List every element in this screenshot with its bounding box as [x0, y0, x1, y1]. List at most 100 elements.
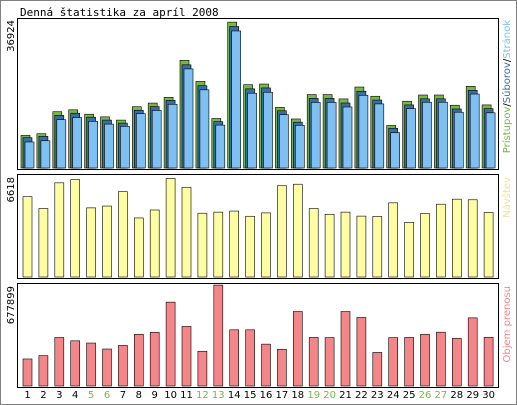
- chart-bars: [20, 21, 496, 387]
- hits-bar-Stránok-day-4: [72, 117, 82, 169]
- traffic-bar-Objem prenosu-day-11: [181, 326, 192, 387]
- visits-bar-Návštev-day-18: [292, 183, 303, 278]
- visits-bar-Návštev-day-16: [261, 212, 271, 278]
- visits-bar-Návštev-day-28: [451, 198, 462, 278]
- visits-bar-Návštev-day-15: [245, 215, 255, 278]
- x-tick-label-19: 19: [307, 390, 320, 401]
- traffic-bar-Objem prenosu-day-22: [356, 317, 367, 387]
- hits-bar-Stránok-day-20: [326, 102, 337, 169]
- hits-bar-Stránok-day-12: [199, 89, 210, 169]
- x-tick-label-23: 23: [371, 390, 384, 401]
- hits-bar-Stránok-day-19: [310, 102, 321, 169]
- chart-title: Denná štatistika za apríl 2008: [20, 6, 219, 19]
- legend-suborov: Súborov: [501, 62, 513, 103]
- x-tick-label-26: 26: [419, 390, 432, 401]
- traffic-bar-Objem prenosu-day-8: [134, 333, 144, 387]
- hits-bar-Stránok-day-6: [104, 123, 114, 169]
- x-tick-label-13: 13: [212, 390, 225, 401]
- x-tick-label-6: 6: [104, 390, 110, 401]
- x-tick-label-18: 18: [291, 390, 304, 401]
- hits-bar-Stránok-day-24: [390, 132, 401, 169]
- visits-bar-Návštev-day-10: [165, 178, 176, 278]
- hits-bar-Stránok-day-13: [215, 124, 226, 169]
- traffic-bar-Objem prenosu-day-10: [165, 301, 176, 387]
- x-tick-label-7: 7: [120, 390, 126, 401]
- visits-bar-Návštev-day-20: [324, 213, 335, 278]
- x-tick-label-16: 16: [260, 390, 273, 401]
- traffic-bar-Objem prenosu-day-16: [261, 343, 271, 387]
- hits-bar-Stránok-day-5: [88, 121, 98, 169]
- visits-bar-Návštev-day-13: [213, 211, 224, 278]
- traffic-bar-Objem prenosu-day-1: [22, 358, 33, 387]
- x-tick-label-15: 15: [244, 390, 257, 401]
- traffic-bar-Objem prenosu-day-15: [245, 329, 255, 387]
- traffic-bar-Objem prenosu-day-9: [149, 331, 160, 387]
- x-tick-label-5: 5: [88, 390, 94, 401]
- hits-bar-Stránok-day-11: [183, 68, 194, 169]
- visits-ymax-label: 6618: [6, 177, 17, 202]
- x-tick-label-24: 24: [387, 390, 400, 401]
- hits-bar-Stránok-day-7: [120, 126, 130, 169]
- traffic-bar-Objem prenosu-day-3: [54, 337, 65, 387]
- traffic-bar-Objem prenosu-day-29: [467, 317, 478, 387]
- hits-bar-Stránok-day-30: [485, 112, 496, 169]
- traffic-ymax-label: 677899: [6, 286, 17, 324]
- visits-bar-Návštev-day-3: [54, 182, 65, 278]
- traffic-panel-frame: [17, 283, 499, 388]
- visits-bar-Návštev-day-8: [134, 217, 144, 278]
- visits-bar-Návštev-day-19: [308, 208, 319, 278]
- x-tick-label-17: 17: [276, 390, 289, 401]
- visits-bar-Návštev-day-4: [70, 179, 80, 278]
- visits-bar-Návštev-day-14: [229, 210, 239, 278]
- x-tick-label-21: 21: [339, 390, 352, 401]
- hits-bar-Stránok-day-9: [151, 110, 162, 169]
- hits-bar-Stránok-day-22: [358, 94, 369, 169]
- visits-legend: Návštev: [501, 177, 513, 218]
- traffic-bar-Objem prenosu-day-30: [483, 336, 494, 387]
- hits-bar-Stránok-day-29: [469, 93, 480, 169]
- x-tick-label-28: 28: [450, 390, 463, 401]
- x-tick-label-2: 2: [40, 390, 46, 401]
- traffic-bar-Objem prenosu-day-7: [118, 345, 128, 387]
- visits-bar-Návštev-day-11: [181, 186, 192, 278]
- visits-bar-Návštev-day-30: [483, 212, 494, 278]
- x-tick-label-9: 9: [152, 390, 158, 401]
- visits-panel-frame: [17, 174, 499, 279]
- visits-bar-Návštev-day-27: [436, 203, 446, 278]
- traffic-bar-Objem prenosu-day-20: [324, 337, 335, 387]
- traffic-bar-Objem prenosu-day-5: [86, 342, 96, 387]
- hits-bar-Stránok-day-3: [56, 119, 67, 169]
- hits-bar-Stránok-day-26: [422, 101, 432, 169]
- visits-bar-Návštev-day-6: [102, 205, 112, 278]
- x-tick-label-12: 12: [196, 390, 209, 401]
- hits-bar-Stránok-day-14: [231, 30, 241, 169]
- traffic-bar-Objem prenosu-day-17: [277, 348, 287, 387]
- x-tick-label-20: 20: [323, 390, 336, 401]
- visits-bar-Návštev-day-22: [356, 215, 367, 278]
- traffic-bar-Objem prenosu-day-25: [404, 337, 414, 387]
- legend-sep-2: /: [502, 58, 513, 62]
- x-tick-label-22: 22: [355, 390, 368, 401]
- x-tick-label-11: 11: [180, 390, 193, 401]
- hits-bar-Stránok-day-23: [374, 103, 385, 169]
- traffic-bar-Objem prenosu-day-6: [102, 348, 112, 387]
- traffic-bar-Objem prenosu-day-14: [229, 329, 239, 387]
- legend-sep-1: /: [502, 103, 513, 107]
- visits-bar-Návštev-day-24: [388, 202, 399, 278]
- hits-panel-frame: [17, 18, 499, 170]
- x-tick-label-14: 14: [228, 390, 241, 401]
- traffic-bar-Objem prenosu-day-21: [340, 311, 351, 387]
- traffic-bar-Objem prenosu-day-12: [197, 350, 208, 387]
- traffic-legend: Objem prenosu: [502, 286, 513, 362]
- hits-bar-Stránok-day-1: [24, 141, 35, 169]
- x-tick-label-1: 1: [24, 390, 30, 401]
- hits-bar-Stránok-day-17: [279, 114, 289, 169]
- x-tick-label-30: 30: [482, 390, 495, 401]
- legend-pristupov: Prístupov: [501, 107, 513, 154]
- visits-bar-Návštev-day-17: [277, 185, 287, 278]
- visits-bar-Návštev-day-9: [149, 209, 160, 278]
- legend-stranok: Stránok: [501, 20, 513, 59]
- visits-bar-Návštev-day-25: [404, 222, 414, 278]
- hits-legend: Prístupov/Súborov/Stránok: [501, 20, 513, 153]
